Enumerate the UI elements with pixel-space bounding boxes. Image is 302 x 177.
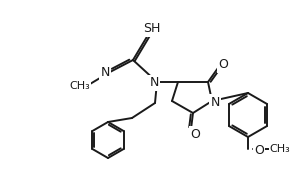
Text: N: N — [149, 76, 159, 90]
Text: O: O — [218, 59, 228, 72]
Text: SH: SH — [143, 22, 161, 36]
Text: CH₃: CH₃ — [270, 144, 291, 154]
Text: CH₃: CH₃ — [70, 81, 90, 91]
Text: O: O — [254, 144, 264, 156]
Text: N: N — [100, 67, 110, 79]
Text: N: N — [210, 96, 220, 109]
Text: O: O — [190, 127, 200, 141]
